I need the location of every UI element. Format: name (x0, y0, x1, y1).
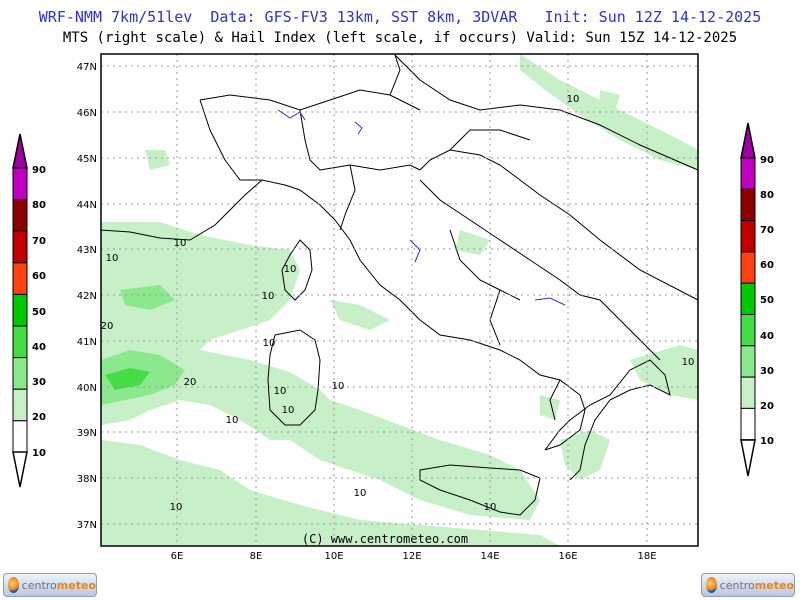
scale-swatch (740, 157, 756, 190)
scale-label: 60 (760, 260, 774, 271)
scale-label: 30 (760, 366, 774, 377)
scale-swatch (740, 188, 756, 222)
scale-label: 80 (32, 200, 46, 211)
contour-label: 10 (170, 502, 183, 513)
scale-swatch (740, 314, 756, 347)
logo-text-a: centro (719, 578, 755, 592)
logo-text-b: meteo (754, 578, 794, 592)
lat-label: 40N (77, 383, 97, 394)
scale-label: 70 (760, 225, 774, 236)
scale-label: 10 (760, 436, 774, 447)
lat-label: 42N (77, 291, 97, 302)
scale-label: 50 (32, 307, 46, 318)
contour-label: 10 (226, 415, 239, 426)
lat-label: 47N (77, 62, 97, 73)
mts-field-10 (101, 54, 698, 546)
lon-label: 6E (171, 551, 184, 562)
mts-field-30 (105, 368, 150, 390)
scale-label: 10 (32, 448, 46, 459)
lat-label: 38N (77, 474, 97, 485)
lon-label: 8E (250, 551, 263, 562)
scale-label: 90 (760, 155, 774, 166)
scale-label: 50 (760, 295, 774, 306)
lon-label: 18E (637, 551, 656, 562)
scale-label: 40 (32, 342, 46, 353)
header-line-2: MTS (right scale) & Hail Index (left sca… (62, 30, 738, 46)
scale-label: 60 (32, 271, 46, 282)
scale-label: 40 (760, 331, 774, 342)
copyright-text: (C) www.centrometeo.com (302, 532, 468, 546)
lat-label: 43N (77, 245, 97, 256)
contour-labels: 10 10 10 10 10 20 10 20 10 10 10 10 10 1… (101, 94, 695, 513)
lat-label: 45N (77, 154, 97, 165)
lat-label: 44N (77, 200, 97, 211)
scale-label: 30 (32, 377, 46, 388)
lat-label: 39N (77, 428, 97, 439)
scale-label: 90 (32, 165, 46, 176)
map-frame (100, 53, 699, 547)
contour-label: 10 (106, 253, 119, 264)
contour-label: 20 (101, 321, 114, 332)
contour-label: 10 (262, 291, 275, 302)
scale-label: 20 (760, 401, 774, 412)
centrometeo-logo-left[interactable]: centro meteo (3, 573, 97, 597)
centrometeo-logo-right[interactable]: centro meteo (701, 573, 795, 597)
scale-top-arrow (740, 122, 756, 159)
contour-label: 10 (284, 264, 297, 275)
graticule (101, 54, 698, 546)
logo-text-a: centro (21, 578, 57, 592)
scale-bottom-arrow (740, 439, 756, 477)
contour-label: 10 (332, 381, 345, 392)
lon-label: 12E (402, 551, 421, 562)
scale-label: 70 (32, 236, 46, 247)
contour-label: 10 (354, 488, 367, 499)
lon-label: 14E (480, 551, 499, 562)
lat-axis: 47N 46N 45N 44N 43N 42N 41N 40N 39N 38N … (77, 62, 97, 531)
scale-swatch (740, 345, 756, 378)
lakes (277, 109, 566, 306)
contour-label: 10 (567, 94, 580, 105)
scale-swatch (740, 407, 756, 441)
header-line-1: WRF-NMM 7km/51lev Data: GFS-FV3 13km, SS… (38, 8, 762, 26)
scale-swatch (740, 376, 756, 409)
contour-label: 10 (484, 502, 497, 513)
contour-label: 10 (174, 238, 187, 249)
globe-icon (706, 577, 717, 593)
contour-label: 10 (282, 405, 295, 416)
scale-label: 80 (760, 190, 774, 201)
contour-label: 10 (274, 386, 287, 397)
lon-label: 10E (324, 551, 343, 562)
globe-icon (8, 577, 19, 593)
coastlines (100, 54, 699, 516)
scale-swatch (740, 282, 756, 316)
lon-axis: 6E 8E 10E 12E 14E 16E 18E (171, 551, 657, 562)
logo-text-b: meteo (56, 578, 96, 592)
scale-bottom-arrow (12, 451, 28, 488)
contour-label: 10 (682, 357, 695, 368)
contour-label: 20 (184, 377, 197, 388)
contour-label: 10 (263, 338, 276, 349)
scale-swatch (740, 220, 756, 253)
lat-label: 37N (77, 520, 97, 531)
lat-label: 41N (77, 337, 97, 348)
scale-label: 20 (32, 412, 46, 423)
lon-label: 16E (558, 551, 577, 562)
scale-swatch (740, 251, 756, 284)
lat-label: 46N (77, 108, 97, 119)
